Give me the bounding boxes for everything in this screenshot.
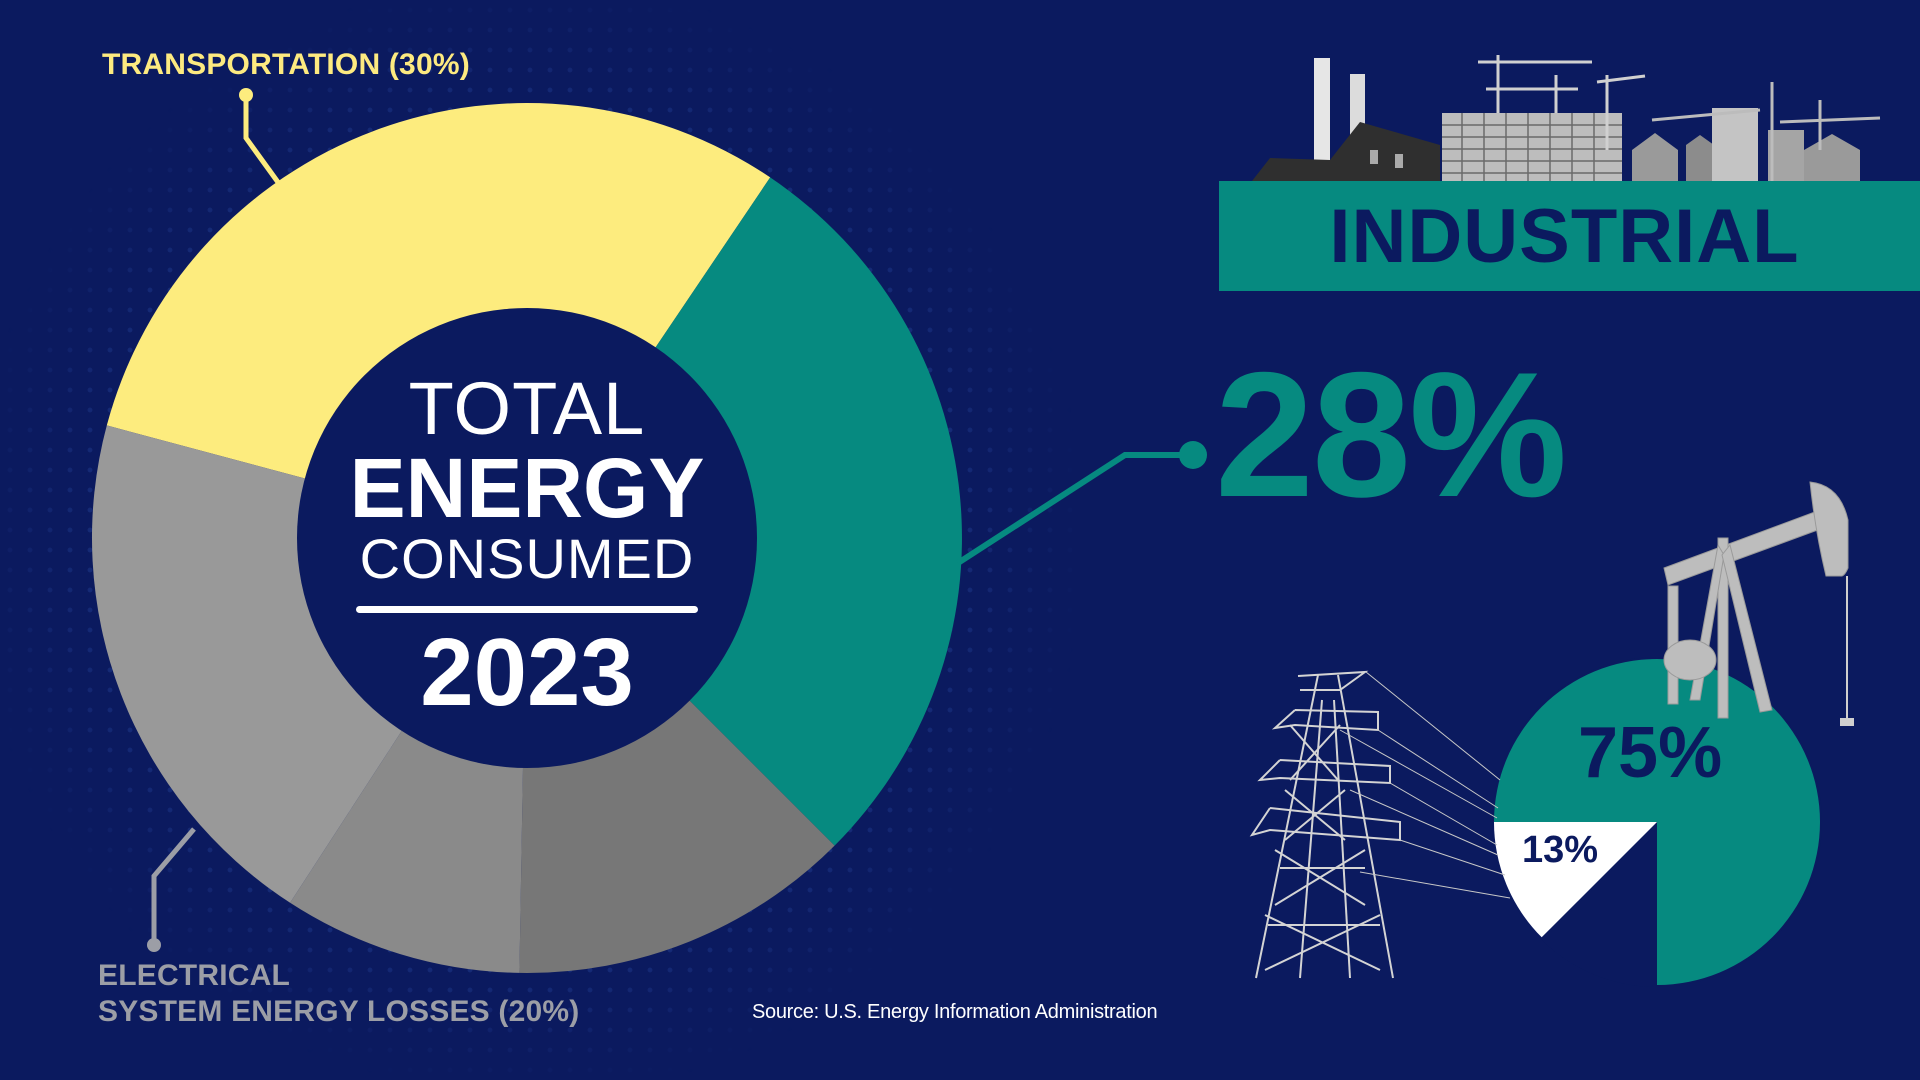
- industrial-title: INDUSTRIAL: [1329, 193, 1800, 279]
- center-line-energy: ENERGY: [349, 441, 705, 535]
- industrial-skyline-image: [1252, 55, 1881, 181]
- center-year: 2023: [420, 619, 634, 726]
- transportation-leader-line: [239, 88, 283, 187]
- donut-hole: [297, 308, 757, 768]
- transportation-label: TRANSPORTATION (30%): [102, 48, 470, 81]
- sub-pie-minor-label: 13%: [1522, 829, 1599, 871]
- electrical-leader-line: [147, 827, 196, 952]
- center-line-total: TOTAL: [408, 367, 646, 450]
- source-credit: Source: U.S. Energy Information Administ…: [752, 1001, 1158, 1023]
- electrical-label-line2: SYSTEM ENERGY LOSSES (20%): [98, 995, 580, 1028]
- electrical-losses-label: ELECTRICAL SYSTEM ENERGY LOSSES (20%): [98, 958, 579, 1030]
- center-line-consumed: CONSUMED: [359, 527, 695, 590]
- sub-pie-white-13: [1493, 822, 1657, 938]
- sub-pie-major-label: 75%: [1578, 713, 1723, 793]
- donut-center-title: TOTAL ENERGY CONSUMED 2023: [297, 370, 757, 723]
- center-divider: [356, 606, 698, 613]
- electrical-label-line1: ELECTRICAL: [98, 959, 290, 992]
- industrial-share-value: 28%: [1215, 335, 1567, 534]
- segment-transportation: [106, 103, 771, 539]
- industrial-title-bar: INDUSTRIAL: [1219, 181, 1920, 291]
- donut-chart: [91, 103, 962, 973]
- industrial-leader-line: [956, 441, 1207, 566]
